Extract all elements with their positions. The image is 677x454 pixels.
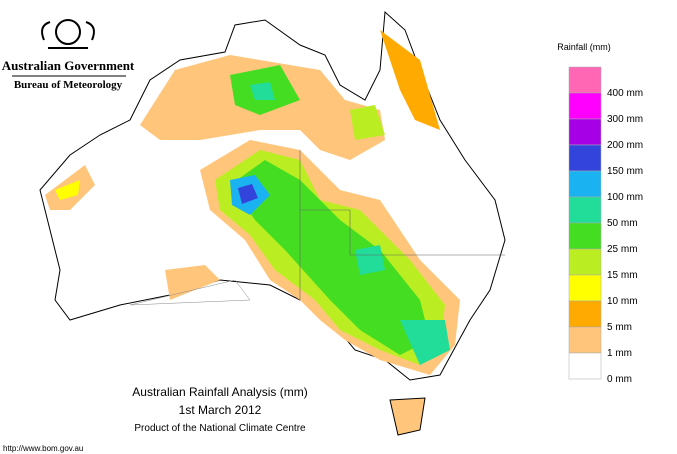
title-line3: Product of the National Climate Centre: [134, 423, 306, 434]
legend-swatch: [568, 352, 602, 380]
title-line1: Australian Rainfall Analysis (mm): [132, 385, 307, 399]
legend-label: 100 mm: [607, 192, 643, 203]
government: Australian Government: [2, 58, 135, 73]
legend-label: 400 mm: [607, 88, 643, 99]
australia-map: [39, 10, 506, 436]
legend-label: 50 mm: [607, 218, 638, 229]
legend-label: 10 mm: [607, 296, 638, 307]
bureau: Bureau of Meteorology: [14, 79, 123, 91]
legend-swatch: [568, 92, 602, 120]
title-line2: 1st March 2012: [179, 403, 262, 417]
footer-url: http://www.bom.gov.au: [3, 444, 83, 453]
legend-label: 0 mm: [607, 374, 632, 385]
legend-swatch: [568, 144, 602, 172]
legend-swatch: [568, 170, 602, 198]
legend-swatch: [568, 66, 602, 94]
legend-title: Rainfall (mm): [557, 42, 611, 52]
legend-label: 5 mm: [607, 322, 632, 333]
legend: Rainfall (mm) 400 mm 300 mm 200 mm 150 mm 10…: [557, 42, 643, 385]
legend-swatch: [568, 118, 602, 146]
legend-label: 1 mm: [607, 348, 632, 359]
legend-swatch: [568, 222, 602, 250]
legend-swatch: [568, 326, 602, 354]
legend-label: 25 mm: [607, 244, 638, 255]
legend-swatch: [568, 196, 602, 224]
legend-label: 300 mm: [607, 114, 643, 125]
legend-label: 150 mm: [607, 166, 643, 177]
crest: [41, 19, 95, 49]
legend-swatch: [568, 248, 602, 276]
legend-label: 15 mm: [607, 270, 638, 281]
legend-swatch: [568, 274, 602, 302]
legend-label: 200 mm: [607, 140, 643, 151]
legend-swatch: [568, 300, 602, 328]
